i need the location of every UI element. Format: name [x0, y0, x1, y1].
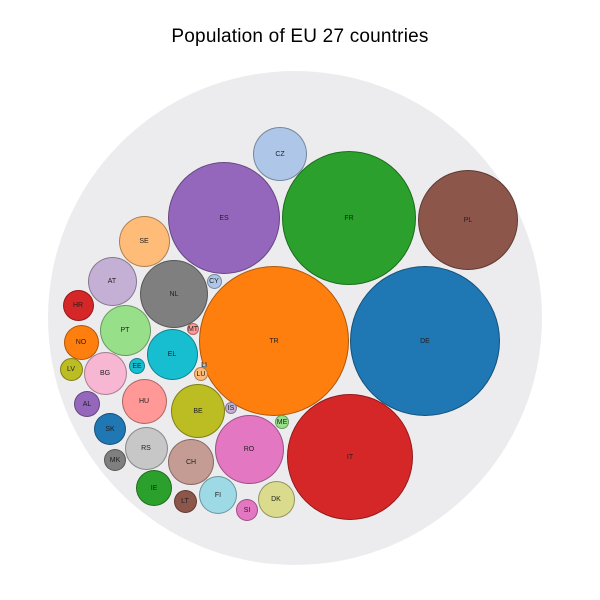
bubble-label: LU — [196, 370, 206, 378]
bubble-es: ES — [168, 162, 280, 274]
bubble-label: FI — [214, 491, 222, 499]
bubble-fi: FI — [199, 476, 237, 514]
bubble-label: PT — [120, 326, 130, 334]
bubble-ro: RO — [214, 414, 284, 484]
bubble-is: IS — [225, 402, 237, 414]
bubble-ch: CH — [168, 439, 214, 485]
bubble-label: AL — [82, 400, 92, 408]
bubble-rs: RS — [124, 426, 168, 470]
bubble-label: NO — [75, 338, 87, 346]
bubble-label: LV — [66, 365, 76, 373]
bubble-label: LI — [201, 361, 207, 369]
bubble-label: FR — [344, 214, 354, 222]
bubble-be: BE — [171, 384, 225, 438]
bubble-hr: HR — [62, 289, 94, 321]
bubble-label: SI — [243, 506, 251, 514]
bubble-label: DK — [271, 495, 281, 503]
bubble-dk: DK — [257, 480, 295, 518]
bubble-label: PL — [463, 216, 473, 224]
bubble-label: RO — [243, 445, 255, 453]
bubble-label: CH — [185, 458, 197, 466]
bubble-bg: BG — [83, 351, 127, 395]
bubble-it: IT — [287, 394, 413, 520]
bubble-no: NO — [63, 324, 99, 360]
bubble-label: IE — [150, 484, 158, 492]
bubble-el: EL — [146, 328, 198, 380]
bubble-nl: NL — [140, 260, 208, 328]
bubble-label: DE — [420, 337, 430, 345]
bubble-hu: HU — [121, 378, 167, 424]
bubble-label: CZ — [275, 150, 285, 158]
bubble-me: ME — [275, 415, 289, 429]
bubble-label: ES — [219, 214, 229, 222]
bubble-pt: PT — [99, 304, 151, 356]
bubble-label: BE — [193, 407, 203, 415]
bubble-cy: CY — [206, 273, 222, 289]
bubble-cz: CZ — [253, 127, 307, 181]
bubble-label: EL — [167, 350, 177, 358]
bubble-ie: IE — [136, 470, 172, 506]
bubble-de: DE — [350, 266, 500, 416]
bubble-si: SI — [236, 499, 258, 521]
bubble-tr: TR — [199, 266, 349, 416]
bubble-at: AT — [87, 256, 137, 306]
bubble-label: MK — [109, 456, 121, 464]
bubble-label: LT — [181, 497, 189, 505]
bubble-label: IT — [346, 453, 354, 461]
bubble-label: TR — [269, 337, 279, 345]
bubble-ee: EE — [129, 358, 145, 374]
bubble-mt: MT — [187, 323, 199, 335]
bubble-label: IS — [227, 404, 235, 412]
bubble-label: NL — [169, 290, 179, 298]
bubble-lv: LV — [59, 357, 83, 381]
bubble-se: SE — [118, 215, 170, 267]
bubble-label: SE — [139, 237, 149, 245]
bubble-lu: LU — [194, 367, 208, 381]
bubble-lt: LT — [173, 489, 197, 513]
bubble-label: AT — [107, 277, 117, 285]
bubble-label: CY — [209, 277, 219, 285]
bubble-label: MT — [187, 325, 199, 333]
bubble-label: HU — [138, 397, 150, 405]
bubble-sk: SK — [94, 413, 126, 445]
bubble-label: ME — [276, 418, 288, 426]
bubble-li: LI — [201, 361, 207, 369]
bubble-label: BG — [99, 369, 111, 377]
bubble-label: EE — [132, 362, 142, 370]
bubble-pl: PL — [418, 170, 518, 270]
bubble-label: SK — [105, 425, 115, 433]
bubble-al: AL — [74, 391, 100, 417]
bubble-label: RS — [141, 444, 151, 452]
bubble-label: HR — [72, 301, 84, 309]
bubble-fr: FR — [282, 151, 416, 285]
chart-title: Population of EU 27 countries — [171, 26, 429, 47]
bubble-mk: MK — [104, 449, 126, 471]
